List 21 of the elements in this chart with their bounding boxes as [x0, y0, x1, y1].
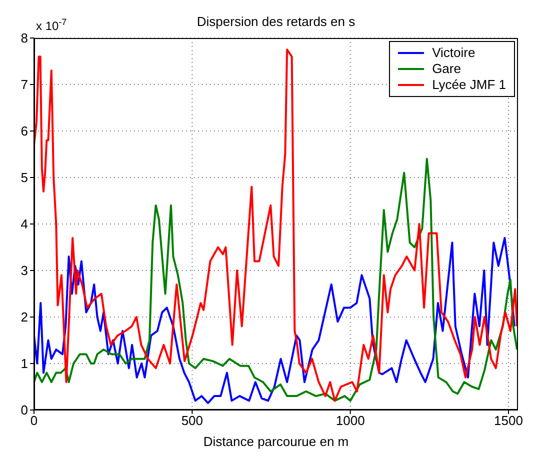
x-tick-label: 0 [30, 413, 38, 428]
line-series [34, 236, 516, 404]
y-tick-label: 3 [20, 263, 28, 278]
y-tick-label: 0 [20, 402, 28, 418]
chart-title: Dispersion des retards en s [196, 14, 356, 29]
x-tick-label: 1000 [336, 413, 365, 428]
y-tick-label: 2 [20, 310, 28, 325]
legend-label: Lycée JMF 1 [432, 77, 506, 93]
y-tick-label: 8 [20, 30, 28, 46]
x-axis-title: Distance parcourue en m [203, 434, 349, 449]
legend-label: Victoire [432, 45, 476, 61]
y-tick-label: 7 [20, 77, 28, 92]
text: x 10$^{-7}$ [36, 17, 67, 33]
legend-label: Gare [432, 61, 461, 77]
x-tick-label: 1500 [494, 413, 523, 428]
y-tick-label: 5 [20, 170, 28, 186]
line-series [34, 158, 518, 402]
y-tick-label: 6 [20, 124, 28, 139]
y-tick-label: 1 [20, 356, 28, 372]
x-tick-label: 500 [181, 413, 204, 428]
y-tick-label: 4 [20, 216, 28, 232]
